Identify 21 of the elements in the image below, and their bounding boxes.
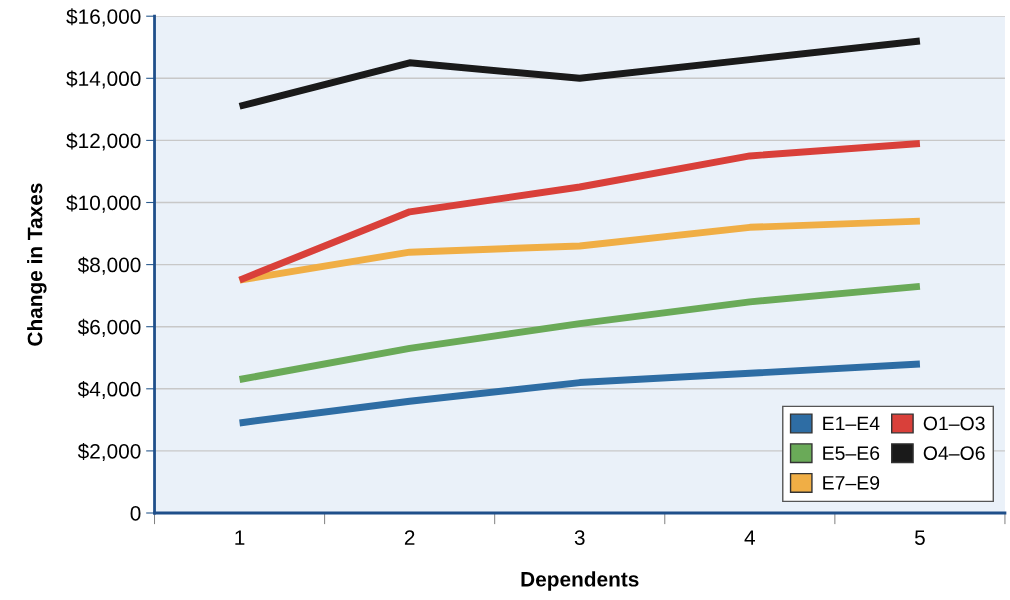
- x-tick-label: 1: [235, 530, 245, 545]
- x-tick-label: 5: [914, 530, 925, 545]
- legend-label: O4–O6: [923, 446, 985, 461]
- x-tick-label: 4: [744, 530, 756, 545]
- x-tick-label: 2: [404, 530, 415, 545]
- y-tick-label: $8,000: [77, 256, 141, 275]
- x-tick-label: 3: [574, 530, 585, 545]
- y-tick-label: $14,000: [66, 70, 141, 89]
- y-tick-label: $10,000: [66, 194, 141, 213]
- x-axis-title: Dependents: [521, 571, 639, 591]
- y-tick-label: 0: [130, 506, 141, 521]
- legend-label: O1–O3: [923, 416, 985, 431]
- y-tick-label: $4,000: [77, 380, 141, 400]
- legend-label: E7–E9: [823, 475, 880, 490]
- y-tick-label: $16,000: [66, 8, 141, 27]
- legend-label: E1–E4: [823, 416, 880, 431]
- y-tick-label: $6,000: [77, 318, 141, 337]
- y-tick-label: $2,000: [77, 443, 141, 462]
- legend-label: E5–E6: [823, 446, 880, 461]
- y-tick-label: $12,000: [66, 132, 141, 151]
- y-axis-title: Change in Taxes: [27, 183, 47, 346]
